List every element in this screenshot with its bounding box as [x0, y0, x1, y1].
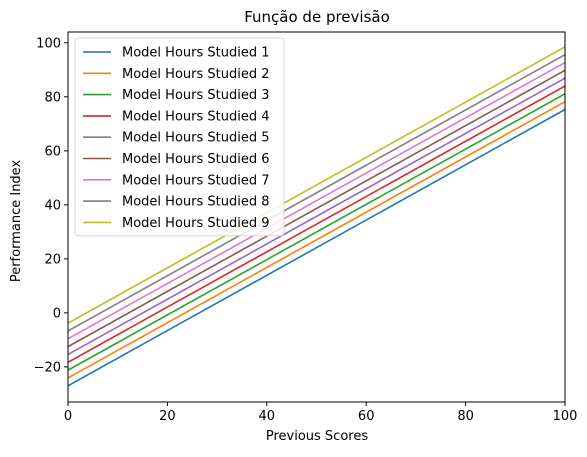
legend-label-1: Model Hours Studied 1	[122, 46, 270, 61]
legend-label-7: Model Hours Studied 7	[122, 173, 270, 188]
y-tick-label: 80	[44, 90, 61, 105]
legend-label-5: Model Hours Studied 5	[122, 131, 270, 146]
y-tick-label: 40	[44, 198, 61, 213]
series-line-8	[67, 53, 566, 332]
legend-label-6: Model Hours Studied 6	[122, 152, 270, 167]
y-tick-label: 0	[53, 306, 61, 321]
legend-label-2: Model Hours Studied 2	[122, 67, 270, 82]
series-lines	[67, 46, 566, 387]
y-tick-label: 60	[44, 144, 61, 159]
chart-title: Função de previsão	[244, 8, 390, 26]
legend-label-8: Model Hours Studied 8	[122, 195, 270, 210]
y-tick-label: 20	[44, 252, 61, 267]
x-tick-label: 40	[259, 409, 276, 424]
y-tick-label: −20	[34, 360, 61, 375]
x-tick-label: 20	[159, 409, 176, 424]
x-tick-label: 80	[457, 409, 474, 424]
legend-label-3: Model Hours Studied 3	[122, 88, 270, 103]
x-tick-label: 60	[358, 409, 375, 424]
y-tick-label: 100	[36, 36, 61, 51]
x-tick-label: 0	[64, 409, 72, 424]
y-axis-label: Performance Index	[9, 160, 24, 283]
series-line-4	[67, 85, 566, 363]
series-line-3	[67, 93, 566, 371]
axis-ticks: 0 20 40 60 80 100 −20 0 20 40 60 80 100	[34, 36, 578, 424]
series-line-5	[67, 77, 566, 356]
legend-label-4: Model Hours Studied 4	[122, 109, 270, 124]
series-line-7	[67, 61, 566, 340]
legend-label-9: Model Hours Studied 9	[122, 216, 270, 231]
series-line-9	[67, 46, 566, 324]
plot-frame	[67, 31, 566, 403]
series-line-1	[67, 108, 566, 387]
x-tick-label: 100	[553, 409, 578, 424]
legend-box	[74, 37, 285, 237]
series-line-6	[67, 69, 566, 348]
series-line-2	[67, 100, 566, 379]
legend: Model Hours Studied 1 Model Hours Studied…	[74, 37, 285, 237]
x-axis-label: Previous Scores	[266, 429, 368, 444]
